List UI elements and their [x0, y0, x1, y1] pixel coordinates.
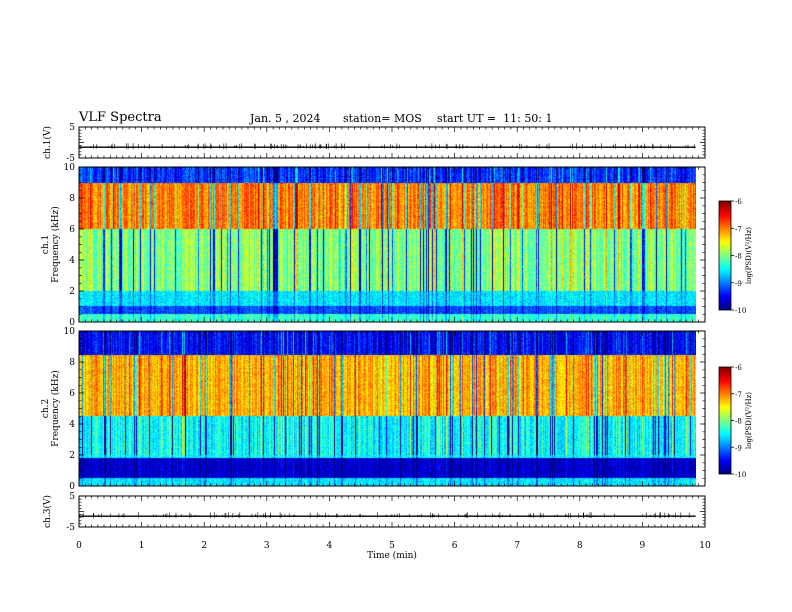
- colorbar-tick-label: -7: [735, 225, 742, 233]
- colorbar-label: log(PSD)(V²/Hz): [745, 392, 753, 449]
- colorbar-tick-label: -8: [735, 418, 742, 426]
- x-tick-label: 6: [452, 541, 458, 551]
- x-tick-label: 7: [514, 541, 520, 551]
- y-axis-label-frequency: Frequency (kHz): [50, 370, 61, 447]
- x-tick-label: 5: [389, 541, 395, 551]
- x-axis-label: Time (min): [367, 550, 417, 561]
- colorbar-tick-label: -10: [735, 471, 746, 479]
- y-ticks-panel-2: [79, 166, 705, 323]
- x-ticks-panel-1: [78, 127, 706, 158]
- y-tick-label: -5: [66, 523, 75, 533]
- x-tick-label: 0: [76, 541, 82, 551]
- y-ticks-panel-4: [79, 495, 705, 528]
- x-tick-label: 9: [640, 541, 646, 551]
- x-tick-label: 1: [139, 541, 145, 551]
- y-tick-label: 6: [69, 225, 75, 235]
- station-label: station= MOS: [343, 112, 422, 125]
- colorbar-tick-label: -7: [735, 391, 742, 399]
- colorbar-tick-label: -8: [735, 253, 742, 261]
- x-ticks-panel-3: [78, 331, 706, 486]
- figure-title: VLF Spectra: [79, 110, 162, 125]
- x-tick-label: 2: [201, 541, 207, 551]
- y-tick-label: -5: [66, 154, 75, 164]
- y-axis-label: ch.1(V): [42, 126, 53, 159]
- y-tick-label: 5: [69, 492, 75, 502]
- start-time-label: start UT = 11: 50: 1: [437, 112, 553, 125]
- y-axis-label-channel: ch.1: [41, 235, 51, 254]
- colorbar-tick-label: -10: [735, 307, 746, 315]
- y-tick-label: 6: [69, 389, 75, 399]
- x-tick-label: 3: [264, 541, 270, 551]
- y-tick-label: 10: [64, 327, 76, 337]
- y-ticks-panel-1: [79, 126, 705, 159]
- x-tick-label: 4: [327, 541, 333, 551]
- y-tick-label: 0: [69, 318, 75, 328]
- y-tick-label: 8: [69, 358, 75, 368]
- x-tick-label: 10: [699, 541, 711, 551]
- waveform-spikes: [80, 143, 695, 150]
- y-axis-label-channel: ch.2: [41, 399, 51, 418]
- spectrogram-image-ch2: [79, 331, 696, 486]
- y-ticks-panel-3: [79, 330, 705, 487]
- y-axis-label: ch.3(V): [42, 495, 53, 528]
- x-tick-label: 8: [577, 541, 583, 551]
- y-tick-label: 2: [69, 451, 75, 461]
- colorbar-1: [719, 201, 731, 310]
- y-tick-label: 10: [64, 163, 76, 173]
- waveform-spikes: [79, 512, 690, 519]
- x-ticks-panel-4: [78, 496, 706, 527]
- colorbar-tick-label: -9: [735, 444, 742, 452]
- colorbar-label: log(PSD)(V²/Hz): [745, 227, 753, 284]
- y-tick-label: 8: [69, 194, 75, 204]
- date-label: Jan. 5 , 2024: [250, 112, 321, 125]
- y-tick-label: 0: [69, 482, 75, 492]
- colorbar-tick-label: -9: [735, 280, 742, 288]
- y-axis-label-frequency: Frequency (kHz): [50, 206, 61, 283]
- y-tick-label: 5: [69, 123, 75, 133]
- y-tick-label: 4: [69, 420, 75, 430]
- colorbar-2: [719, 367, 731, 474]
- y-tick-label: 4: [69, 256, 75, 266]
- spectrogram-image-ch1: [79, 167, 696, 322]
- colorbar-tick-label: -6: [735, 364, 742, 372]
- colorbar-tick-label: -6: [735, 198, 742, 206]
- x-ticks-panel-2: [78, 167, 706, 322]
- y-tick-label: 2: [69, 287, 75, 297]
